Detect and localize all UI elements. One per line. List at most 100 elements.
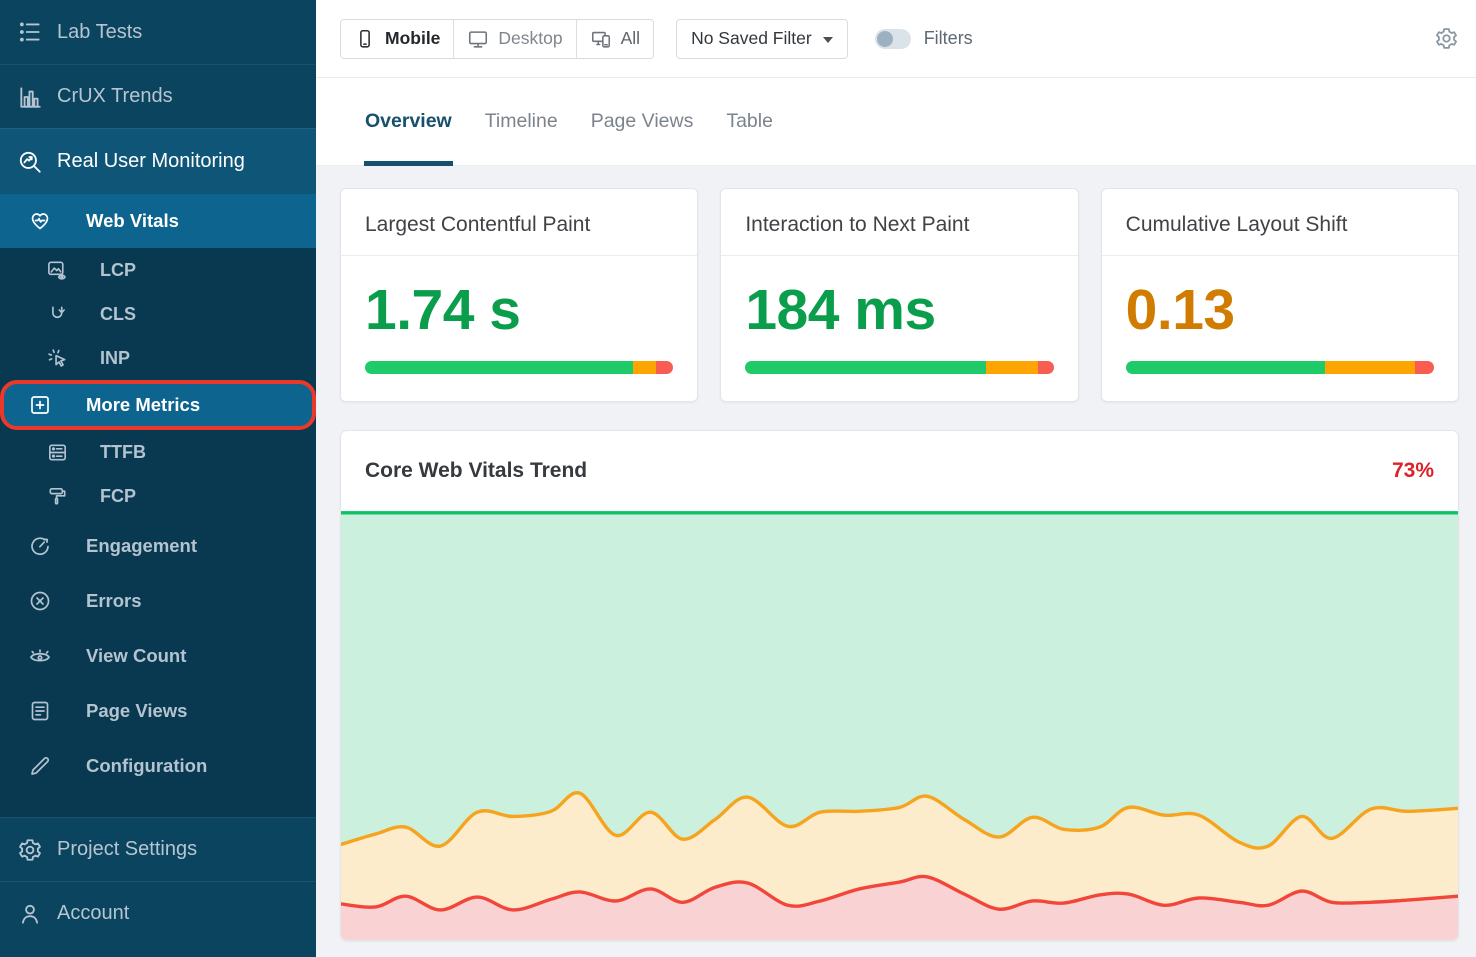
poor-area: [341, 876, 1458, 940]
sidebar-item-ttfb[interactable]: TTFB: [0, 430, 316, 474]
device-button-all[interactable]: All: [575, 19, 654, 58]
tab-table[interactable]: Table: [725, 78, 774, 165]
sidebar-item-web-vitals[interactable]: Web Vitals: [0, 194, 316, 248]
sidebar-item-label: CLS: [100, 303, 136, 324]
metric-card-title: Largest Contentful Paint: [341, 189, 698, 256]
good-area: [341, 511, 1458, 849]
magnifier-trend-icon: [17, 149, 43, 175]
device-button-desktop[interactable]: Desktop: [453, 19, 576, 58]
paint-roller-icon: [46, 485, 70, 508]
bar-chart-icon: [17, 84, 43, 110]
metric-card-lcp: Largest Contentful Paint 1.74 s: [340, 188, 699, 402]
trend-card-title: Core Web Vitals Trend: [365, 459, 588, 482]
settings-gear-icon[interactable]: [1434, 26, 1459, 54]
rum-submenu: Web Vitals LCP CLS INP More Metrics TTFB FCP En…: [0, 194, 316, 817]
sidebar-item-account[interactable]: Account: [0, 881, 316, 945]
needs-improvement-segment: [1324, 360, 1415, 374]
sidebar-item-label: Engagement: [86, 534, 198, 556]
saved-filter-label: No Saved Filter: [691, 28, 812, 48]
u-turn-arrow-icon: [46, 303, 70, 326]
sidebar-item-lab-tests[interactable]: Lab Tests: [0, 0, 316, 64]
gauge-icon: [28, 534, 52, 558]
main-area: Mobile Desktop All No Saved Filter Filters…: [316, 0, 1476, 957]
content-area: Largest Contentful Paint 1.74 s Interactio…: [316, 166, 1476, 957]
good-segment: [745, 360, 986, 374]
sidebar-item-label: More Metrics: [86, 394, 201, 415]
metric-card-body: 1.74 s: [341, 278, 697, 374]
metric-card-inp: Interaction to Next Paint 184 ms: [720, 188, 1079, 402]
sidebar-item-label: Project Settings: [57, 838, 198, 860]
heart-pulse-icon: [28, 209, 52, 233]
device-button-label: Desktop: [498, 28, 563, 48]
tab-timeline[interactable]: Timeline: [484, 78, 559, 165]
core-web-vitals-trend-chart[interactable]: [341, 511, 1458, 940]
sidebar-item-engagement[interactable]: Engagement: [0, 518, 316, 573]
metric-card-title: Cumulative Layout Shift: [1101, 189, 1458, 256]
filters-toggle-label: Filters: [923, 28, 973, 48]
needs-improvement-segment: [633, 360, 657, 374]
sidebar-item-inp[interactable]: INP: [0, 336, 316, 380]
poor-segment: [1037, 360, 1054, 374]
sidebar-item-view-count[interactable]: View Count: [0, 628, 316, 683]
needs-improvement-area: [341, 792, 1458, 910]
trend-overall-percentage: 73%: [1391, 459, 1434, 482]
sidebar-item-page-views[interactable]: Page Views: [0, 683, 316, 738]
x-circle-icon: [28, 589, 52, 613]
sidebar-item-label: View Count: [86, 644, 187, 666]
saved-filter-dropdown[interactable]: No Saved Filter: [676, 18, 848, 59]
metric-value: 0.13: [1125, 278, 1235, 342]
tab-overview[interactable]: Overview: [364, 78, 453, 166]
sidebar-item-configuration[interactable]: Configuration: [0, 738, 316, 793]
tab-bar: Overview Timeline Page Views Table: [316, 78, 1476, 166]
person-icon: [17, 901, 43, 927]
gear-icon: [17, 837, 43, 863]
device-button-label: All: [620, 28, 641, 48]
toolbar: Mobile Desktop All No Saved Filter Filters: [316, 0, 1476, 78]
monitor-icon: [467, 28, 489, 50]
eye-icon: [28, 644, 52, 668]
poor-segment: [656, 360, 674, 374]
metric-card-title: Interaction to Next Paint: [721, 189, 1078, 256]
poor-boundary-line: [341, 876, 1458, 910]
good-segment: [1125, 360, 1325, 374]
chevron-down-icon: [822, 36, 833, 43]
sidebar-item-lcp[interactable]: LCP: [0, 248, 316, 292]
device-button-label: Mobile: [385, 28, 441, 48]
sidebar-item-label: TTFB: [100, 441, 146, 462]
sidebar-item-project-settings[interactable]: Project Settings: [0, 817, 316, 881]
device-button-mobile[interactable]: Mobile: [341, 19, 454, 58]
metric-card-body: 184 ms: [721, 278, 1077, 374]
sidebar-item-label: Lab Tests: [57, 20, 143, 43]
needs-improvement-boundary-line: [341, 793, 1458, 848]
filters-toggle[interactable]: [874, 28, 911, 49]
sidebar-nav: Lab Tests CrUX Trends Real User Monitoring…: [0, 0, 316, 945]
sidebar-item-label: Errors: [86, 589, 142, 611]
metric-value: 1.74 s: [365, 278, 521, 342]
metric-value: 184 ms: [745, 278, 936, 342]
server-icon: [46, 441, 70, 464]
sidebar-item-fcp[interactable]: FCP: [0, 474, 316, 518]
sidebar-item-label: CrUX Trends: [57, 85, 173, 107]
sidebar-item-real-user-monitoring[interactable]: Real User Monitoring: [0, 128, 316, 194]
threshold-bar: [365, 360, 674, 374]
tab-page-views[interactable]: Page Views: [590, 78, 695, 165]
trend-chart-container: [341, 511, 1458, 940]
trend-card-header: Core Web Vitals Trend 73%: [341, 431, 1458, 511]
sidebar-item-cls[interactable]: CLS: [0, 292, 316, 336]
phone-icon: [354, 28, 376, 50]
sidebar-item-errors[interactable]: Errors: [0, 573, 316, 628]
sidebar-item-label: FCP: [100, 485, 136, 506]
metric-card-body: 0.13: [1102, 278, 1458, 374]
sidebar-item-label: Configuration: [86, 754, 208, 776]
sidebar-item-label: INP: [100, 347, 131, 368]
good-segment: [365, 360, 634, 374]
sidebar-item-crux-trends[interactable]: CrUX Trends: [0, 64, 316, 128]
threshold-bar: [745, 360, 1054, 374]
device-filter-group: Mobile Desktop All: [340, 18, 655, 59]
sidebar-item-more-metrics[interactable]: More Metrics: [0, 380, 316, 430]
tab-label: Page Views: [590, 110, 694, 132]
document-icon: [28, 699, 52, 723]
sidebar-item-label: LCP: [100, 259, 136, 280]
poor-segment: [1414, 360, 1434, 374]
image-eye-icon: [46, 259, 70, 282]
